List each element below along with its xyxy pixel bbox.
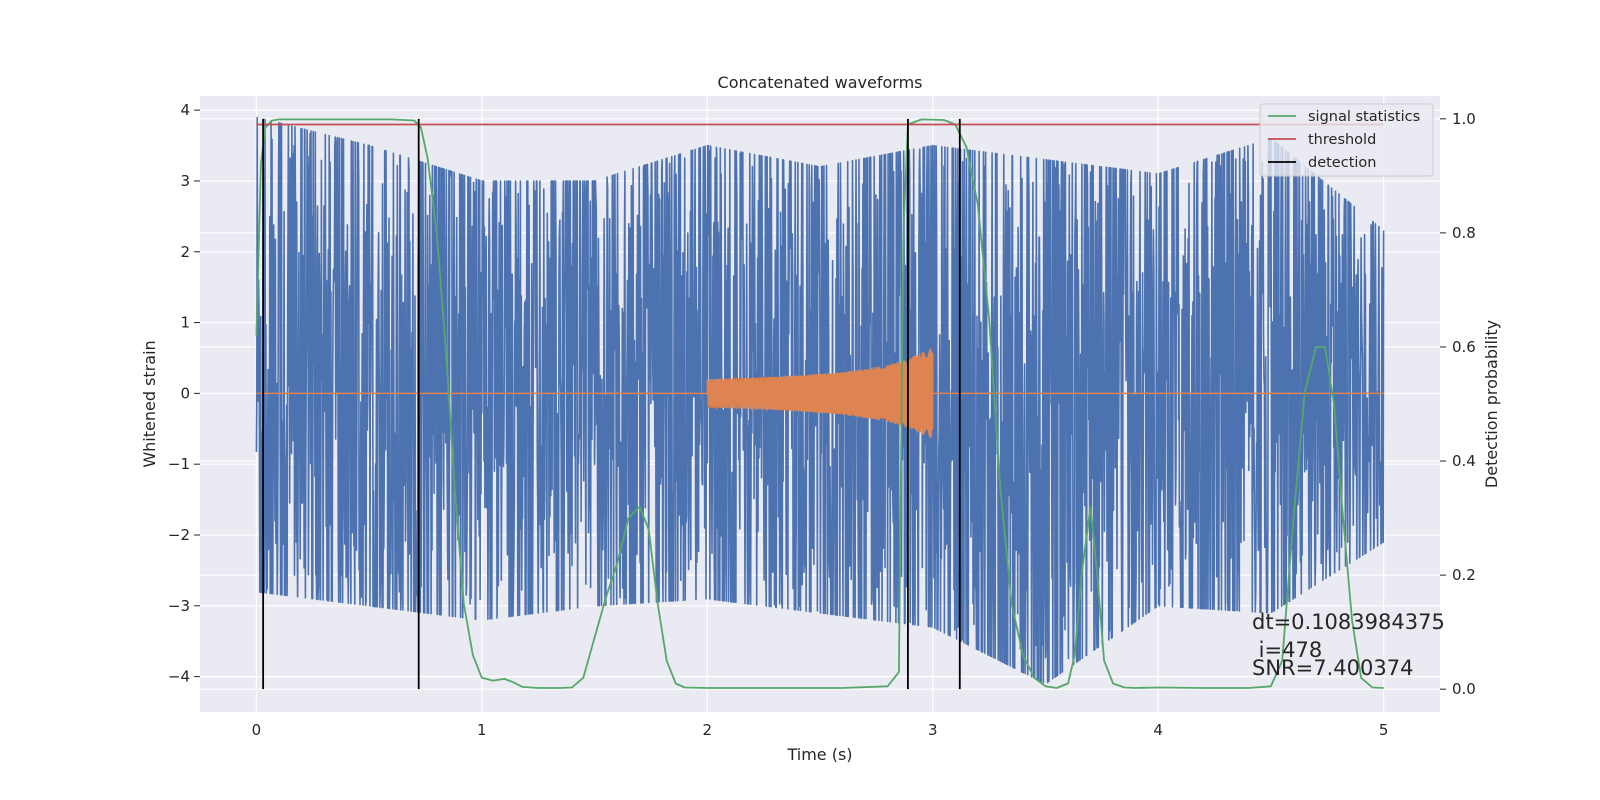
y-tick-label: −3	[168, 597, 190, 615]
legend-label-threshold: threshold	[1308, 132, 1376, 148]
x-tick-label: 3	[928, 721, 938, 739]
x-tick-label: 4	[1153, 721, 1163, 739]
legend-label-detection: detection	[1308, 155, 1376, 171]
x-tick-label: 5	[1379, 721, 1389, 739]
x-tick-label: 1	[477, 721, 487, 739]
y2-tick-label: 0.4	[1452, 452, 1476, 470]
strain-series	[255, 116, 1385, 684]
y2-tick-label: 1.0	[1452, 110, 1476, 128]
legend: signal statistics threshold detection	[1259, 103, 1434, 177]
y-tick-label: 1	[180, 314, 190, 332]
annotation-index: i=478	[1252, 638, 1322, 662]
y2-tick-label: 0.0	[1452, 680, 1476, 698]
chirp-line	[256, 348, 1384, 439]
y-tick-label: −1	[168, 455, 190, 473]
signal-statistics-line	[255, 118, 1384, 689]
y2-axis-label: Detection probability	[1482, 320, 1501, 488]
chart-title: Concatenated waveforms	[718, 73, 923, 92]
y-axis-ticks: −4 −3 −2 −1 0 1 2 3 4	[168, 101, 200, 686]
signal-statistics-series	[255, 118, 1384, 689]
y-axis-label: Whitened strain	[140, 340, 159, 467]
y-tick-label: 4	[180, 101, 190, 119]
x-tick-label: 0	[252, 721, 262, 739]
y2-tick-label: 0.6	[1452, 338, 1476, 356]
y-tick-label: 2	[180, 243, 190, 261]
y-tick-label: 0	[180, 384, 190, 402]
strain-line	[255, 116, 1385, 684]
y-tick-label: 3	[180, 172, 190, 190]
y-tick-label: −4	[168, 668, 190, 686]
y-tick-label: −2	[168, 526, 190, 544]
detection-series	[262, 118, 961, 690]
chirp-series	[256, 348, 1384, 439]
x-axis-label: Time (s)	[786, 745, 852, 764]
legend-box	[1259, 103, 1434, 177]
x-tick-label: 2	[702, 721, 712, 739]
x-axis-ticks: 0 1 2 3 4 5	[252, 721, 1389, 739]
legend-label-signal-statistics: signal statistics	[1308, 109, 1420, 125]
y2-axis-ticks: 0.0 0.2 0.4 0.6 0.8 1.0	[1440, 110, 1476, 698]
y2-tick-label: 0.2	[1452, 566, 1476, 584]
annotation-snr: SNR=7.400374	[1252, 656, 1413, 680]
y2-tick-label: 0.8	[1452, 224, 1476, 242]
annotation-dt: dt=0.1083984375	[1252, 610, 1445, 634]
